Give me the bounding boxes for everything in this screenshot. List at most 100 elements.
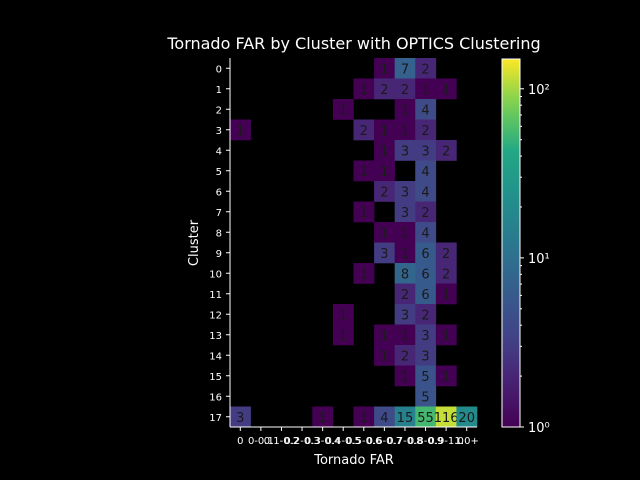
colorbar-tick-label: 10² xyxy=(528,83,550,98)
cell-value-label: 8 xyxy=(401,267,409,282)
cell-value-label: 1 xyxy=(380,165,388,180)
cell-value-label: 3 xyxy=(401,308,409,323)
y-tick-label: 5 xyxy=(216,167,222,178)
cell-value-label: 1 xyxy=(360,206,368,221)
cell-value-label: 1 xyxy=(421,83,429,98)
y-tick-label: 16 xyxy=(209,392,222,403)
cell-value-label: 15 xyxy=(397,411,414,426)
cell-value-label: 1 xyxy=(442,288,450,303)
heatmap-cell xyxy=(415,365,437,387)
cell-value-label: 55 xyxy=(417,411,434,426)
cell-value-label: 2 xyxy=(401,83,409,98)
heatmap-cell xyxy=(374,222,395,243)
heatmap-cell xyxy=(456,406,478,428)
cell-value-label: 1 xyxy=(236,124,244,139)
cell-value-label: 1 xyxy=(380,144,388,159)
heatmap-cell xyxy=(394,365,416,387)
y-tick-label: 10 xyxy=(209,269,222,280)
cell-value-label: 2 xyxy=(442,144,450,159)
cell-value-label: 1 xyxy=(442,329,450,344)
y-tick-label: 8 xyxy=(216,228,222,239)
cell-value-label: 1 xyxy=(380,124,388,139)
heatmap-cell xyxy=(394,58,416,79)
heatmap-cell xyxy=(353,160,375,182)
heatmap-cell xyxy=(435,263,457,284)
heatmap-cell xyxy=(374,160,395,182)
cell-value-label: 1 xyxy=(380,329,388,344)
x-tick-label: 0.5-0.6 xyxy=(346,436,381,447)
cell-value-label: 1 xyxy=(442,83,450,98)
heatmap-cell xyxy=(332,324,354,346)
heatmap-cell xyxy=(230,406,251,428)
cell-value-label: 2 xyxy=(401,288,409,303)
cell-value-label: 2 xyxy=(380,83,388,98)
cell-value-label: 1 xyxy=(442,370,450,385)
y-tick-label: 3 xyxy=(216,126,222,137)
x-axis-label: Tornado FAR xyxy=(313,453,394,468)
cell-value-label: 5 xyxy=(421,390,429,405)
cell-value-label: 1 xyxy=(401,124,409,139)
cell-value-label: 3 xyxy=(401,206,409,221)
cell-value-label: 1 xyxy=(318,411,326,426)
cell-value-label: 4 xyxy=(421,103,429,118)
heatmap-cell xyxy=(394,140,416,161)
x-tick-label: 0 xyxy=(237,436,243,447)
cell-value-label: 2 xyxy=(380,185,388,200)
heatmap-cell xyxy=(435,78,457,100)
cell-value-label: 3 xyxy=(421,349,429,364)
heatmap-cell xyxy=(435,242,457,264)
cell-value-label: 6 xyxy=(421,288,429,303)
y-tick-label: 13 xyxy=(209,331,222,342)
cell-value-label: 2 xyxy=(442,267,450,282)
heatmap-cell xyxy=(374,242,395,264)
cell-value-label: 1 xyxy=(380,226,388,241)
heatmap-cell xyxy=(415,140,437,161)
heatmap-cell xyxy=(415,324,437,346)
heatmap-cell xyxy=(435,365,457,387)
cell-value-label: 2 xyxy=(421,206,429,221)
x-tick-label: 0.4-0.5 xyxy=(325,436,360,447)
cell-value-label: 3 xyxy=(421,144,429,159)
cell-value-label: 2 xyxy=(401,349,409,364)
heatmap-cell xyxy=(394,78,416,100)
cell-value-label: 5 xyxy=(421,370,429,385)
cell-value-label: 4 xyxy=(421,226,429,241)
heatmap-cell xyxy=(435,283,457,305)
cell-value-label: 1 xyxy=(339,308,347,323)
cell-value-label: 2 xyxy=(442,247,450,262)
colorbar-tick-label: 10¹ xyxy=(528,252,550,267)
heatmap-cell xyxy=(415,263,437,284)
heatmap-cell xyxy=(374,140,395,161)
heatmap-cell xyxy=(394,201,416,223)
heatmap-cell xyxy=(394,406,416,428)
heatmap-cell xyxy=(415,78,437,100)
heatmap-cell xyxy=(415,99,437,120)
y-tick-label: 4 xyxy=(216,146,222,157)
heatmap-cell xyxy=(415,222,437,243)
heatmap-cell xyxy=(394,324,416,346)
x-tick-label: 0.1-0.2 xyxy=(264,436,299,447)
heatmap-cell xyxy=(374,324,395,346)
cell-value-label: 4 xyxy=(380,411,388,426)
colorbar-gradient xyxy=(501,58,521,428)
cell-value-label: 6 xyxy=(421,247,429,262)
y-axis-label: Cluster xyxy=(187,219,202,266)
cell-value-label: 1 xyxy=(339,103,347,118)
colorbar: 10⁰ 10¹ 10² xyxy=(501,58,550,436)
heatmap-cell xyxy=(312,406,334,428)
x-tick-label: 0.6-0.7 xyxy=(367,436,402,447)
heatmap-cell xyxy=(394,222,416,243)
x-tick-label: 0.8-0.9 xyxy=(408,436,443,447)
cell-value-label: 3 xyxy=(421,329,429,344)
heatmap-cell xyxy=(415,386,437,407)
heatmap-cell xyxy=(230,119,251,141)
heatmap-cell xyxy=(353,263,375,284)
y-tick-label: 11 xyxy=(209,290,222,301)
x-tick-label: 0.7-0.8 xyxy=(387,436,422,447)
cell-value-label: 1 xyxy=(401,226,409,241)
heatmap-cell xyxy=(394,345,416,366)
heatmap-cell xyxy=(394,181,416,202)
heatmap-cell xyxy=(415,181,437,202)
